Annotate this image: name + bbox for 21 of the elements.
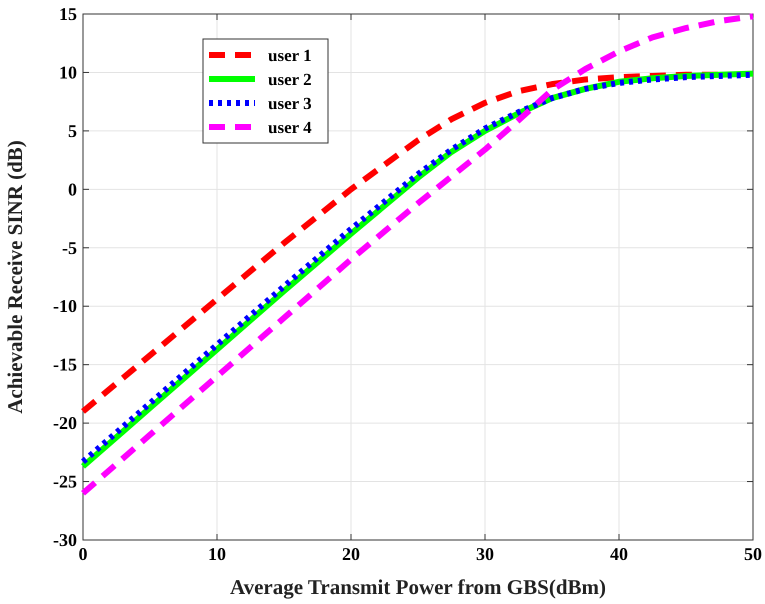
legend-label: user 1 [268, 46, 312, 65]
x-axis-title: Average Transmit Power from GBS(dBm) [230, 575, 606, 599]
y-tick-label: 5 [68, 120, 77, 141]
y-tick-label: -25 [53, 472, 77, 492]
y-tick-label: -10 [53, 296, 77, 316]
y-tick-label: 15 [59, 4, 77, 24]
y-tick-label: -30 [53, 530, 77, 550]
legend-label: user 3 [268, 94, 312, 113]
x-tick-label: 30 [476, 544, 494, 564]
y-axis-title: Achievable Receive SINR (dB) [3, 140, 27, 414]
x-tick-label: 20 [342, 544, 360, 564]
y-tick-label: 0 [68, 179, 77, 200]
y-tick-label: -20 [53, 413, 77, 434]
x-tick-label: 40 [610, 544, 628, 564]
y-tick-label: -5 [62, 238, 77, 258]
x-tick-label: 50 [744, 544, 762, 564]
legend-label: user 4 [268, 118, 312, 137]
legend-label: user 2 [268, 70, 312, 89]
x-tick-label: 10 [208, 544, 226, 564]
y-tick-label: -15 [53, 354, 77, 375]
y-tick-label: 10 [59, 62, 77, 82]
